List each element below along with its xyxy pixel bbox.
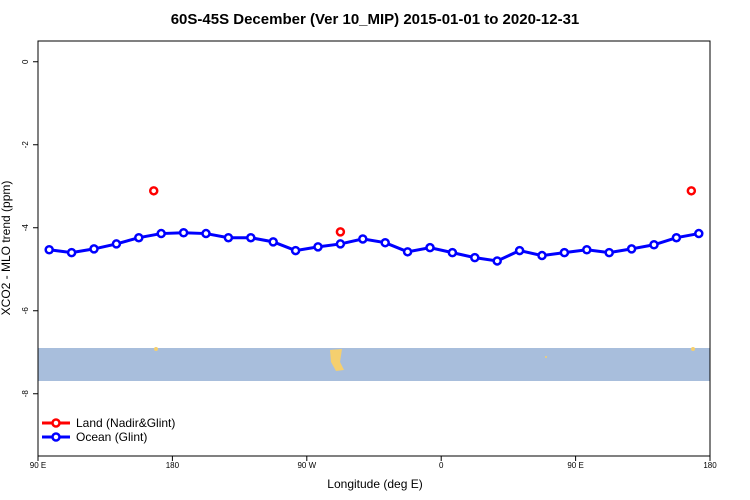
data-point (66, 247, 77, 258)
data-point (537, 250, 547, 261)
data-point (358, 234, 368, 244)
data-point (335, 227, 346, 237)
legend-marker (51, 432, 61, 442)
data-point (156, 228, 166, 239)
data-point (290, 245, 301, 256)
y-axis-label: XCO2 - MLO trend (ppm) (0, 181, 13, 316)
data-point (649, 240, 659, 250)
data-point (223, 232, 234, 243)
series-line (49, 231, 700, 263)
data-point (604, 247, 614, 258)
map-land (154, 347, 158, 351)
x-axis-label: Longitude (deg E) (327, 477, 422, 491)
map-land (330, 349, 344, 371)
data-point (111, 239, 122, 249)
data-point (380, 237, 390, 248)
data-point (626, 244, 637, 254)
map-strip (38, 347, 710, 381)
y-tick-label: -2 (21, 141, 30, 149)
legend-label: Ocean (Glint) (76, 430, 147, 444)
data-point (425, 242, 435, 253)
x-tick-label: 0 (439, 461, 444, 470)
x-tick-label: 180 (703, 461, 717, 470)
data-point (89, 244, 99, 254)
map-ocean (38, 348, 710, 381)
y-tick-label: 0 (21, 59, 30, 64)
legend-label: Land (Nadir&Glint) (76, 416, 175, 430)
data-point (402, 247, 413, 257)
legend-marker (51, 418, 61, 428)
data-point (694, 228, 704, 239)
data-point (246, 232, 256, 243)
x-tick-label: 180 (166, 461, 180, 470)
data-point (470, 252, 480, 263)
data-point (148, 186, 159, 196)
y-tick-label: -4 (21, 224, 30, 232)
data-point (447, 247, 458, 258)
map-land (691, 347, 695, 351)
data-point (335, 239, 346, 249)
chart-title: 60S-45S December (Ver 10_MIP) 2015-01-01… (171, 11, 580, 28)
data-point (44, 244, 54, 255)
x-tick-label: 90 W (297, 461, 316, 470)
y-tick-label: -6 (21, 307, 30, 315)
plot-frame (37, 40, 711, 457)
data-point (201, 228, 211, 239)
data-point (268, 237, 278, 247)
data-point (559, 247, 570, 258)
data-point (492, 256, 502, 266)
map-land (545, 356, 547, 358)
data-point (514, 245, 525, 256)
x-tick-label: 90 E (30, 461, 46, 470)
data-point (582, 244, 592, 255)
data-point (671, 232, 682, 243)
data-point (178, 227, 189, 238)
data-point (686, 186, 697, 196)
data-point (134, 232, 144, 243)
x-tick-label: 90 E (567, 461, 583, 470)
y-tick-label: -8 (21, 390, 30, 398)
data-point (313, 242, 323, 252)
